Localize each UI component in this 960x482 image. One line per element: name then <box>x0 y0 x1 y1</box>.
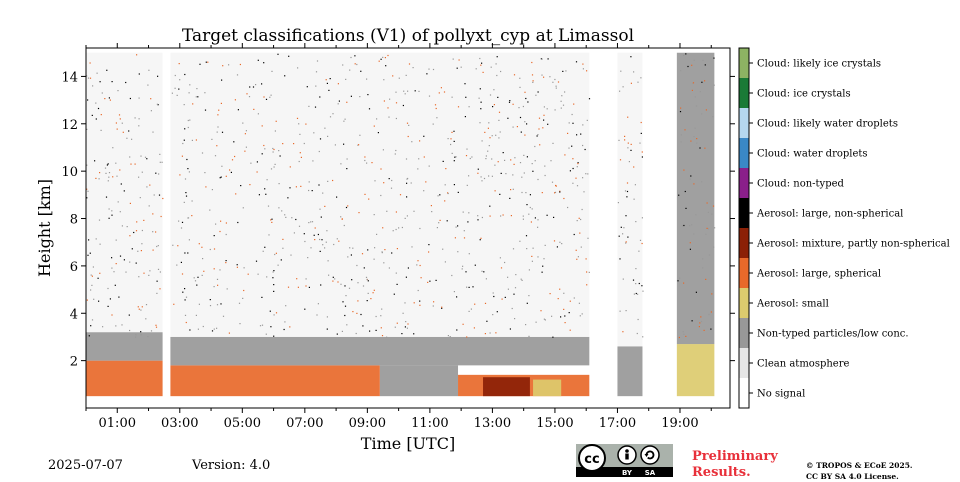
copyright-line-1: © TROPOS & ECoE 2025. <box>806 461 913 470</box>
region-8 <box>533 379 562 397</box>
region-10 <box>617 346 643 397</box>
region-12 <box>676 344 715 397</box>
legend-swatch <box>739 378 749 408</box>
legend-label: Cloud: likely ice crystals <box>757 59 881 70</box>
x-tick-label: 11:00 <box>411 416 448 431</box>
svg-text:SA: SA <box>645 469 656 477</box>
y-axis-label: Height [km] <box>35 179 54 277</box>
copyright-line-2: CC BY SA 4.0 License. <box>806 472 899 481</box>
x-tick-label: 03:00 <box>161 416 198 431</box>
y-tick-label: 12 <box>61 118 78 133</box>
legend-swatch <box>739 168 749 198</box>
legend-swatch <box>739 48 749 78</box>
noise-speckles <box>86 53 716 339</box>
cc-license-badge: cc BY SA <box>576 444 673 477</box>
preliminary-line-2: Results. <box>692 465 751 480</box>
legend-label: Aerosol: small <box>756 299 829 310</box>
legend-label: Aerosol: large, non-spherical <box>756 209 903 220</box>
y-tick-label: 6 <box>70 260 78 275</box>
y-tick-label: 14 <box>61 70 78 85</box>
legend-label: Aerosol: mixture, partly non-spherical <box>756 239 950 250</box>
region-0 <box>86 360 163 397</box>
x-tick-label: 13:00 <box>474 416 511 431</box>
region-11 <box>617 52 643 347</box>
x-tick-label: 19:00 <box>661 416 698 431</box>
x-axis-label: Time [UTC] <box>361 434 455 453</box>
legend-swatch <box>739 228 749 258</box>
x-tick-label: 05:00 <box>224 416 261 431</box>
legend-label: Cloud: likely water droplets <box>757 119 898 130</box>
legend-label: Cloud: water droplets <box>757 149 868 160</box>
svg-text:cc: cc <box>584 452 599 467</box>
legend-label: Non-typed particles/low conc. <box>757 329 909 340</box>
legend-colorbar: Cloud: likely ice crystals Cloud: ice cry… <box>738 47 950 409</box>
legend-swatch <box>739 258 749 288</box>
region-9 <box>170 52 590 337</box>
legend-label: Cloud: ice crystals <box>757 89 851 100</box>
axes: 01:00 03:00 05:00 07:00 09:00 11:00 13:00 15:00… <box>61 43 735 431</box>
legend-swatch <box>739 78 749 108</box>
version-label: Version: 4.0 <box>192 458 271 473</box>
y-tick-label: 8 <box>70 213 78 228</box>
legend-label: No signal <box>757 389 805 400</box>
date-label: 2025-07-07 <box>48 458 123 473</box>
sa-icon <box>640 445 660 465</box>
legend-label: Aerosol: large, spherical <box>756 269 881 280</box>
region-5 <box>379 365 459 397</box>
region-13 <box>676 52 715 345</box>
y-tick-label: 2 <box>70 355 78 370</box>
region-3 <box>170 365 380 397</box>
legend-swatch <box>739 108 749 138</box>
legend-swatch <box>739 318 749 348</box>
legend-swatch <box>739 348 749 378</box>
region-7 <box>483 377 530 397</box>
legend-swatch <box>739 138 749 168</box>
y-tick-label: 10 <box>61 165 78 180</box>
svg-text:BY: BY <box>622 469 633 477</box>
x-tick-label: 15:00 <box>536 416 573 431</box>
x-tick-label: 07:00 <box>286 416 323 431</box>
region-4 <box>170 336 590 366</box>
legend-swatch <box>739 198 749 228</box>
x-tick-label: 01:00 <box>99 416 136 431</box>
preliminary-line-1: Preliminary <box>692 449 778 464</box>
cc-icon <box>578 444 606 472</box>
legend-label: Clean atmosphere <box>757 359 850 370</box>
x-tick-label: 09:00 <box>349 416 386 431</box>
y-tick-label: 4 <box>70 307 78 322</box>
region-1 <box>86 332 163 361</box>
plot-area <box>86 48 730 408</box>
copyright-notice: © TROPOS & ECoE 2025. CC BY SA 4.0 Licen… <box>806 460 913 482</box>
region-2 <box>86 52 163 333</box>
preliminary-notice: Preliminary Results. <box>692 449 778 481</box>
chart-title: Target classifications (V1) of pollyxt_c… <box>182 26 634 46</box>
legend-swatch <box>739 288 749 318</box>
legend-label: Cloud: non-typed <box>757 179 845 190</box>
x-tick-label: 17:00 <box>599 416 636 431</box>
